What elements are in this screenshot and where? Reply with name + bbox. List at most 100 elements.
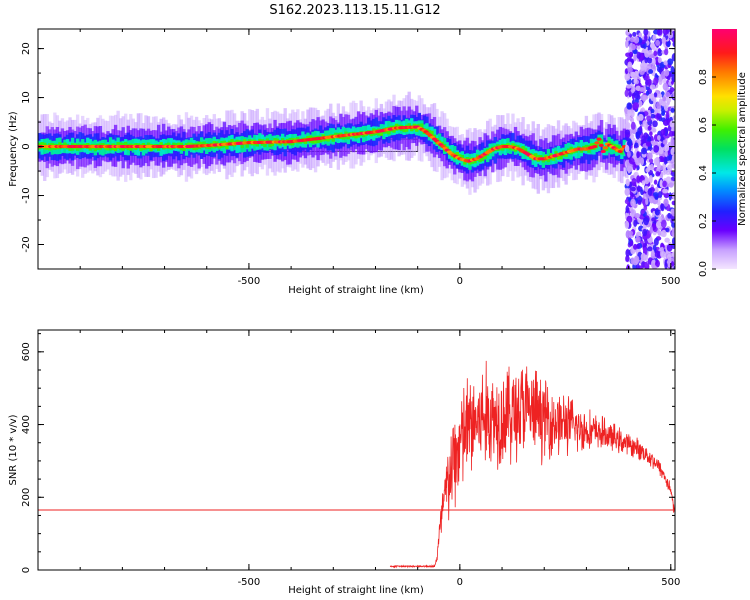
y-tick-label: 10 [21, 91, 32, 104]
noise-point [649, 131, 653, 136]
noise-point [626, 115, 632, 121]
noise-point [633, 75, 638, 84]
spectrogram-x-axis-label: Height of straight line (km) [288, 285, 424, 296]
noise-point [660, 203, 665, 212]
noise-point [636, 175, 641, 183]
noise-point [653, 92, 658, 98]
noise-point [632, 49, 638, 55]
heat-cell [478, 155, 482, 163]
noise-point [653, 145, 659, 153]
noise-point [664, 262, 668, 269]
y-tick-label: 600 [21, 342, 32, 361]
heat-cell [521, 146, 525, 153]
noise-point [671, 53, 675, 62]
noise-point [653, 179, 658, 185]
noise-point [671, 208, 675, 217]
noise-point [645, 90, 650, 96]
noise-point [666, 164, 673, 172]
noise-point [652, 128, 657, 133]
noise-point [630, 121, 636, 130]
noise-point [624, 129, 631, 136]
noise-point [637, 113, 644, 121]
noise-point [661, 219, 667, 228]
noise-point [662, 180, 667, 188]
noise-point [627, 108, 632, 117]
noise-point [652, 34, 657, 42]
noise-point [662, 96, 667, 102]
heat-cell [455, 151, 459, 159]
noise-point [663, 69, 670, 77]
noise-point [668, 192, 672, 201]
noise-point [644, 49, 650, 58]
noise-point [645, 79, 649, 86]
noise-point [624, 220, 630, 229]
noise-point [672, 126, 675, 133]
noise-point [627, 66, 633, 73]
noise-point [632, 137, 636, 145]
ridge-point [619, 147, 625, 151]
colorbar-label: Normalized spectral amplitude [737, 72, 748, 226]
heat-cell [617, 145, 621, 152]
x-tick-label: 500 [661, 276, 680, 287]
y-tick-label: 200 [21, 488, 32, 507]
noise-point [633, 102, 640, 110]
noise-point [627, 150, 631, 158]
noise-point [666, 254, 672, 261]
noise-point [671, 171, 675, 177]
noise-point [666, 40, 671, 48]
noise-point [660, 251, 667, 258]
colorbar-tick-label: 0.2 [698, 213, 709, 229]
noise-point [627, 230, 634, 236]
noise-point [624, 72, 631, 81]
noise-point [657, 93, 663, 99]
noise-point [665, 227, 670, 233]
noise-point [668, 31, 674, 39]
noise-point [632, 31, 637, 37]
noise-point [650, 108, 655, 114]
snr-frame [37, 329, 676, 571]
noise-point [626, 35, 631, 42]
noise-point [636, 185, 641, 193]
snr-y-ticks: 0 200 400 600 [21, 333, 675, 573]
noise-point [663, 77, 667, 85]
noise-point [630, 198, 636, 207]
snr-plot-area [38, 360, 675, 569]
noise-point [627, 165, 631, 174]
noise-point [663, 60, 668, 66]
noise-point [657, 57, 662, 64]
noise-point [633, 54, 637, 62]
ridge-point [602, 146, 608, 150]
noise-point [652, 192, 659, 197]
noise-point [634, 142, 639, 149]
ridge-point [596, 137, 602, 141]
x-tick-label: -500 [238, 276, 261, 287]
noise-point [655, 156, 660, 164]
noise-point [645, 197, 649, 206]
noise-point [669, 87, 675, 93]
noise-point [660, 128, 666, 136]
x-tick-label: 0 [457, 276, 463, 287]
noise-point [670, 176, 675, 182]
noise-point [631, 43, 636, 51]
noise-point [645, 141, 651, 147]
noise-point [657, 49, 663, 57]
spectrogram-y-axis-label: Frequency (Hz) [8, 111, 19, 187]
noise-point [670, 107, 675, 113]
noise-point [649, 93, 653, 99]
noise-point [630, 257, 635, 265]
noise-point [668, 182, 674, 188]
noise-point [671, 200, 675, 206]
noise-point [655, 221, 662, 229]
noise-point [654, 209, 660, 216]
noise-point [630, 117, 635, 124]
noise-point [654, 250, 661, 259]
noise-point [642, 120, 647, 128]
noise-point [651, 217, 657, 222]
noise-point [625, 84, 632, 89]
noise-point [628, 157, 635, 165]
noise-region [623, 29, 675, 269]
y-tick-label: 0 [21, 567, 32, 573]
noise-point [628, 51, 633, 58]
spectrogram-frame [37, 28, 676, 270]
